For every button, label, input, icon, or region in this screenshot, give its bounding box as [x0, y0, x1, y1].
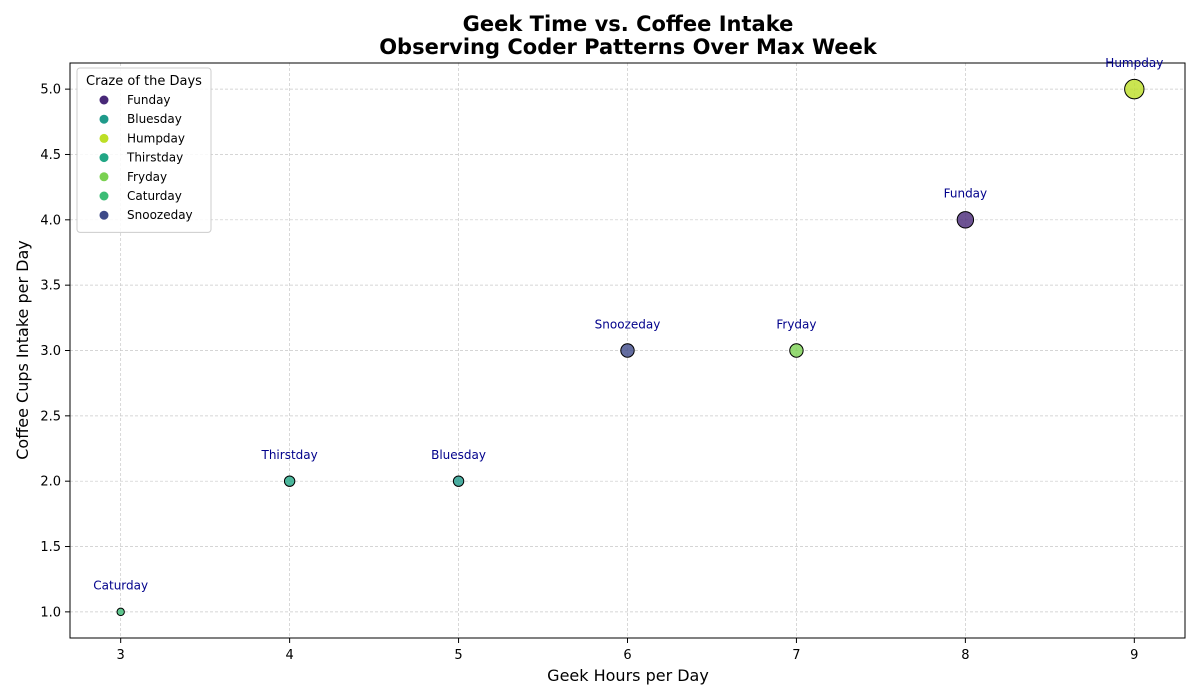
- data-point: [453, 476, 463, 486]
- legend-marker: [100, 115, 109, 124]
- x-axis-label: Geek Hours per Day: [547, 666, 709, 685]
- point-label: Humpday: [1105, 56, 1163, 70]
- point-label: Snoozeday: [595, 317, 661, 331]
- legend-entry: Snoozeday: [127, 208, 193, 222]
- legend-entry: Thirstday: [126, 151, 183, 165]
- x-tick-label: 4: [285, 648, 293, 663]
- y-axis-label: Coffee Cups Intake per Day: [13, 240, 32, 459]
- legend-marker: [100, 211, 109, 220]
- chart-subtitle: Observing Coder Patterns Over Max Week: [379, 35, 878, 59]
- legend-entry: Funday: [127, 93, 171, 107]
- legend-entry: Fryday: [127, 170, 167, 184]
- y-tick-label: 1.0: [40, 605, 61, 620]
- legend-marker: [100, 172, 109, 181]
- x-tick-label: 9: [1130, 648, 1138, 663]
- legend-entry: Caturday: [127, 189, 182, 203]
- y-tick-label: 3.0: [40, 344, 61, 359]
- legend-marker: [100, 134, 109, 143]
- data-point: [1125, 79, 1144, 98]
- x-tick-label: 8: [961, 648, 969, 663]
- point-label: Fryday: [776, 317, 816, 331]
- data-point: [284, 476, 294, 486]
- y-tick-label: 1.5: [40, 540, 61, 555]
- data-point: [117, 608, 124, 615]
- x-tick-label: 3: [117, 648, 125, 663]
- x-tick-label: 5: [454, 648, 462, 663]
- data-point: [621, 344, 634, 357]
- y-tick-label: 2.0: [40, 475, 61, 490]
- y-tick-label: 4.5: [40, 148, 61, 163]
- y-tick-label: 5.0: [40, 83, 61, 98]
- legend-title: Craze of the Days: [86, 74, 202, 89]
- point-label: Funday: [944, 187, 988, 201]
- point-label: Thirstday: [261, 448, 318, 462]
- legend-marker: [100, 192, 109, 201]
- y-tick-label: 4.0: [40, 213, 61, 228]
- legend-entry: Humpday: [127, 131, 185, 145]
- point-label: Bluesday: [431, 448, 486, 462]
- y-tick-label: 2.5: [40, 409, 61, 424]
- data-point: [790, 344, 803, 357]
- legend-entry: Bluesday: [127, 112, 182, 126]
- y-tick-label: 3.5: [40, 279, 61, 294]
- legend-marker: [100, 96, 109, 105]
- chart-title: Geek Time vs. Coffee Intake: [463, 12, 794, 36]
- legend: Craze of the Days Funday Bluesday Humpday Th…: [77, 68, 211, 232]
- x-tick-label: 7: [792, 648, 800, 663]
- data-point: [957, 212, 973, 228]
- point-label: Caturday: [93, 579, 148, 593]
- legend-marker: [100, 153, 109, 162]
- x-tick-label: 6: [623, 648, 631, 663]
